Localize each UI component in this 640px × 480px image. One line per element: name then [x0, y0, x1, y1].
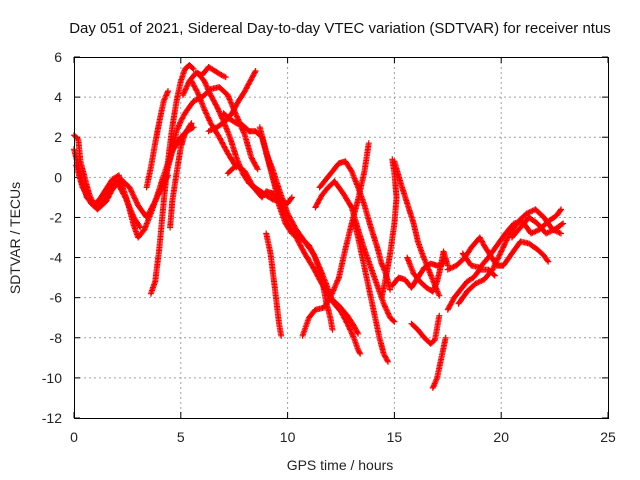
y-tick-label: -4 [50, 250, 63, 266]
chart-title: Day 051 of 2021, Sidereal Day-to-day VTE… [69, 20, 611, 37]
series-s3 [73, 162, 171, 221]
series-markers [455, 206, 564, 307]
y-axis-label: SDTVAR / TECUs [7, 182, 23, 294]
series-markers [391, 158, 443, 299]
series-s21 [378, 156, 400, 301]
x-tick-label: 20 [493, 429, 509, 445]
series-s31 [508, 214, 567, 241]
y-tick-label: -8 [50, 330, 63, 346]
y-tick-label: 0 [54, 169, 62, 185]
series-markers [73, 162, 171, 221]
series-s25 [408, 312, 443, 347]
x-axis-label: GPS time / hours [287, 457, 394, 473]
series-s5 [143, 88, 171, 191]
series-markers [378, 156, 400, 301]
series-markers [143, 88, 171, 191]
x-tick-label: 5 [177, 429, 185, 445]
series-markers [404, 248, 451, 295]
x-tick-label: 25 [600, 429, 616, 445]
series-markers [429, 334, 449, 391]
series-s20 [350, 216, 391, 365]
y-tick-label: -10 [42, 370, 62, 386]
x-tick-label: 10 [280, 429, 296, 445]
series-markers [263, 150, 364, 357]
series-s15 [263, 230, 285, 339]
axis-ticks: 0 5 10 15 20 25 -12 -10 -8 -6 -4 -2 0 2 4 6 [42, 49, 616, 445]
series-markers [408, 312, 443, 347]
y-tick-label: -6 [50, 290, 63, 306]
y-tick-label: -2 [50, 209, 63, 225]
y-tick-label: -12 [42, 410, 62, 426]
y-tick-label: 6 [54, 49, 62, 65]
series-markers [167, 120, 195, 231]
series-markers [508, 214, 567, 241]
x-tick-label: 0 [70, 429, 78, 445]
series-markers [350, 216, 391, 365]
series-s26 [429, 334, 449, 391]
y-tick-label: 4 [54, 89, 62, 105]
x-tick-label: 15 [387, 429, 403, 445]
series-markers [263, 230, 285, 339]
plot-frame [74, 57, 609, 419]
series-s30 [455, 206, 564, 307]
series-s23 [391, 158, 443, 299]
series-s16 [263, 150, 364, 357]
y-tick-label: 2 [54, 129, 62, 145]
series-s6 [167, 120, 195, 231]
series-s24 [404, 248, 451, 295]
